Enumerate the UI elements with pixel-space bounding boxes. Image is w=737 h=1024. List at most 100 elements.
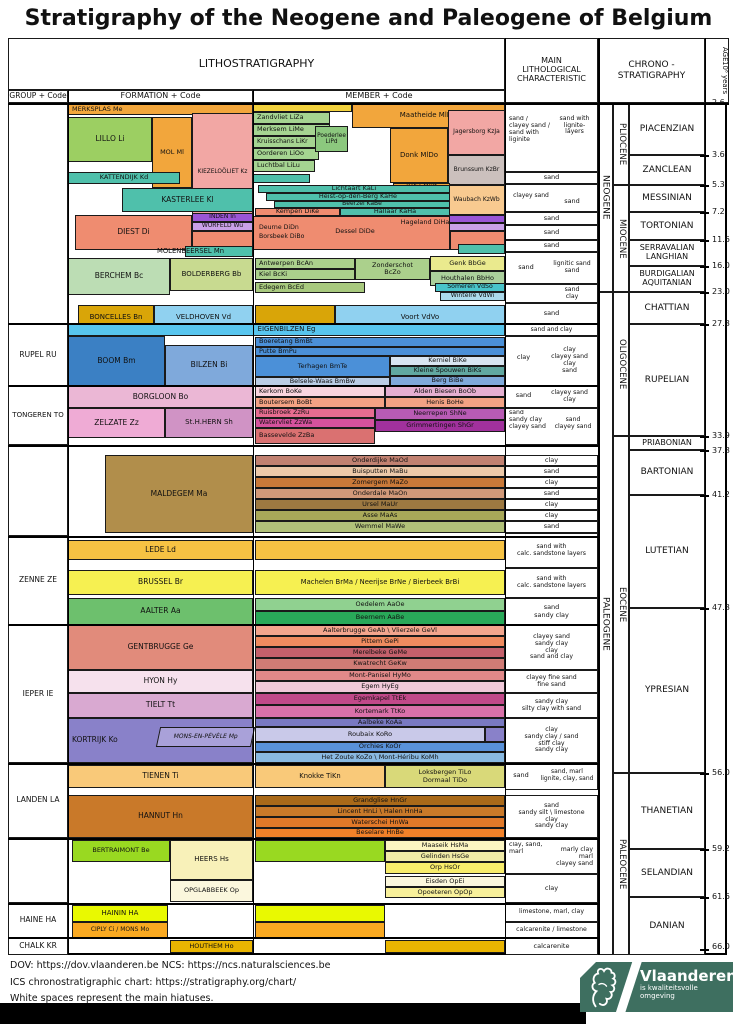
age-tick xyxy=(700,897,709,899)
mb-ruisbroek: Ruisbroek ZzRu xyxy=(255,408,375,418)
mb-asse: Asse MaAs xyxy=(255,510,505,521)
litho-zelzate-left: sand sandy clay clayey sand xyxy=(509,410,546,430)
age-47-8: 47.8 xyxy=(712,603,730,612)
hline-maldegem xyxy=(8,445,598,447)
fm-tielt: TIELT Tt xyxy=(68,693,253,718)
stage-tortonian: TORTONIAN xyxy=(629,212,705,240)
mb-antwerpen: Antwerpen BcAn xyxy=(255,258,355,269)
mb-boeretang: Boeretang BmBt xyxy=(255,337,505,347)
litho-zomergem: clay xyxy=(505,477,598,488)
mb-bertraimont xyxy=(255,840,385,862)
litho-wemmel: sand xyxy=(505,521,598,533)
mb-hageland: Hageland DiHa xyxy=(400,218,450,227)
mb-lincent: Lincent HnLi \ Halen HnHa xyxy=(255,806,505,817)
fm-lillo: LILLO Li xyxy=(68,117,152,162)
mb-oorderen: Oorderen LiOo xyxy=(253,148,319,160)
mb-dessel: Dessel DiDe xyxy=(335,227,375,236)
stage-selandian: SELANDIAN xyxy=(629,849,705,897)
mb-hallaar: Hallaar KaHa xyxy=(340,208,450,216)
stage-ypresian: YPRESIAN xyxy=(629,608,705,773)
mb-genk: Genk BbGe xyxy=(430,256,505,271)
litho-kasterlee-right: sand xyxy=(564,197,580,206)
mb-roubaix: Roubaix KoRo xyxy=(255,727,485,742)
hline-landen xyxy=(8,763,598,765)
mb-beselare: Beselare HnBe xyxy=(255,828,505,838)
group-tongeren: TONGEREN TO xyxy=(8,386,68,445)
age-41-2: 41.2 xyxy=(712,490,730,499)
mb-waterschei: Waterschei HnWa xyxy=(255,817,505,828)
age-tick xyxy=(700,155,709,157)
litho-ursel: clay xyxy=(505,499,598,510)
header-chrono: CHRONO - STRATIGRAPHY xyxy=(598,38,705,103)
litho-asse: clay xyxy=(505,510,598,521)
fm-gentbrugge: GENTBRUGGE Ge xyxy=(68,625,253,670)
litho-aalter: sand sandy clay xyxy=(505,598,598,625)
age-61-6: 61.6 xyxy=(712,892,730,901)
mb-merelbeke: Merelbeke GeMe xyxy=(255,647,505,658)
stage-priabonian: PRIABONIAN xyxy=(629,436,705,450)
mb-donk: Donk MlDo xyxy=(390,128,448,183)
litho-berchem-left: sand xyxy=(518,263,534,272)
fm-lede: LEDE Ld xyxy=(68,540,253,560)
group-chalk: CHALK KR xyxy=(8,938,68,955)
mb-maaseik: Maaseik HsMa xyxy=(385,840,505,851)
age-tick xyxy=(700,266,709,268)
stage-thanetian: THANETIAN xyxy=(629,773,705,849)
mb-orp: Orp HsOr xyxy=(385,862,505,874)
fm-kasterlee: KASTERLEE Kl xyxy=(122,188,253,212)
stage-burdigalian-aquitanian: BURDIGALIAN AQUITANIAN xyxy=(629,266,705,292)
stage-zanclean: ZANCLEAN xyxy=(629,155,705,185)
age-11-6: 11.6 xyxy=(712,235,730,244)
mb-watervliet: Watervliet ZzWa xyxy=(255,418,375,428)
mb-putte: Putte BmPu xyxy=(255,347,505,356)
mb-pittem: Pittem GePi xyxy=(255,636,505,647)
fm-hannut: HANNUT Hn xyxy=(68,795,253,838)
mb-kempen: Kempen DiKe xyxy=(255,208,340,216)
vline-litho xyxy=(505,38,506,955)
vline-member xyxy=(253,90,254,955)
mb-lede xyxy=(255,540,505,560)
fm-borgloon: BORGLOON Bo xyxy=(68,386,253,408)
mb-ursel: Ursel MaUr xyxy=(255,499,505,510)
fm-bilzen: BILZEN Bi xyxy=(165,345,253,386)
fm-brussel: BRUSSEL Br xyxy=(68,570,253,595)
stage-danian: DANIAN xyxy=(629,897,705,955)
litho-voort: sand xyxy=(505,303,598,324)
age-tick xyxy=(700,436,709,438)
mb-someren: Someren VdSo xyxy=(435,283,505,292)
litho-pliocene-left: sand / clayey sand / sand with liginite xyxy=(509,116,550,143)
logo-tagline-1: is kwaliteitsvolle xyxy=(640,984,698,992)
litho-tienen-right: sand, marl lignite, clay, sand xyxy=(540,768,594,782)
litho-gap-priabonian xyxy=(505,445,598,455)
epoch-paleocene: PALEOCENE xyxy=(613,773,629,955)
mb-neerrepen: Neerrepen ShNe xyxy=(375,408,505,420)
footer-note: White spaces represent the main hiatuses… xyxy=(10,993,214,1004)
group-blank-heers xyxy=(8,838,68,903)
stage-rupelian: RUPELIAN xyxy=(629,324,705,436)
age-tick xyxy=(700,608,709,610)
logo-corner-cut xyxy=(580,962,596,978)
age-33-9: 33.9 xyxy=(712,431,730,440)
fm-molenbeersel: MOLENBEERSEL Mn xyxy=(156,246,225,255)
mb-brussel: Machelen BrMa / Neerijse BrNe / Bierbeek… xyxy=(255,570,505,595)
litho-tielt: sandy clay silty clay with sand xyxy=(505,693,598,718)
mb-orchies: Orchies KoOr xyxy=(255,742,505,752)
litho-heers-right: marly clay marl clayey sand xyxy=(556,846,593,868)
fm-eigenbilzen: EIGENBILZEN Eg xyxy=(68,324,505,336)
epoch-miocene: MIOCENE xyxy=(613,185,629,292)
mb-grandglise: Grandglise HnGr xyxy=(255,795,505,806)
mb-ciply xyxy=(255,922,385,938)
mb-poederlee: Poederlee LiPd xyxy=(315,126,348,152)
litho-hyon: clayey fine sand fine sand xyxy=(505,670,598,693)
litho-boom-cell xyxy=(505,336,598,386)
mb-buisputten: Buisputten MaBu xyxy=(255,466,505,477)
mb-diest-area xyxy=(253,216,450,250)
fm-boom: BOOM Bm xyxy=(68,336,165,386)
mb-gelinden: Gelinden HsGe xyxy=(385,851,505,862)
vline-group xyxy=(68,90,69,955)
litho-someren-right: sand clay xyxy=(564,286,580,300)
mb-henis: Henis BoHe xyxy=(385,397,505,408)
litho-pliocene-cell xyxy=(505,103,598,172)
mb-heist-op-den-berg: Heist-op-den-Berg KaHe xyxy=(266,193,450,201)
epoch-oligocene: OLIGOCENE xyxy=(613,292,629,436)
